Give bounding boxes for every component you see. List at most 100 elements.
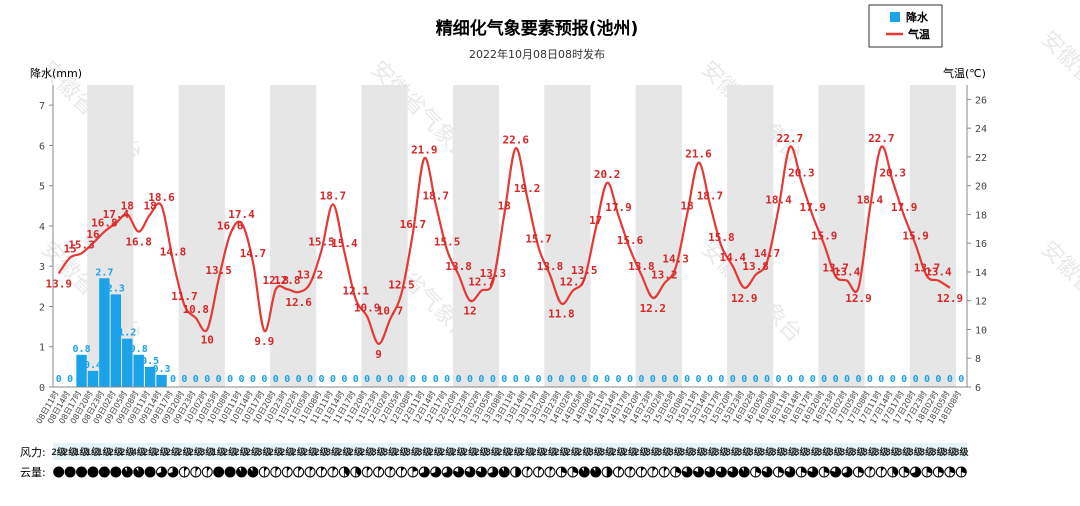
cloud-fill [755, 467, 761, 474]
temp-value-label: 16.7 [400, 218, 427, 231]
rain-value-label: 0 [764, 374, 770, 385]
night-band [281, 85, 294, 387]
rain-bars [76, 278, 167, 387]
temp-value-label: 13.8 [537, 260, 564, 273]
cloud-row-title: 云量: [20, 466, 46, 479]
night-band [395, 85, 408, 387]
temp-labels: 13.91515.31616.817.41816.81818.614.811.7… [45, 132, 963, 361]
y-left-tick: 2 [39, 302, 45, 313]
night-band [921, 85, 934, 387]
cloud-fill [538, 467, 542, 472]
temp-value-label: 13.2 [651, 268, 678, 281]
wind-level: 2级 [634, 446, 649, 458]
temp-value-label: 16 [86, 228, 100, 241]
rain-value-label: 0 [581, 374, 587, 385]
cloud-fill [184, 467, 188, 472]
night-band [818, 85, 831, 387]
rain-value-label: 0 [833, 374, 839, 385]
rain-bar [99, 278, 110, 387]
y-left-tick: 0 [39, 383, 45, 394]
wind-level: 1级 [97, 446, 112, 458]
wind-level: 3级 [691, 446, 706, 458]
temp-value-label: 9.9 [254, 335, 274, 348]
rain-value-label: 0 [855, 374, 861, 385]
wind-level: 2级 [531, 446, 546, 458]
rain-bar [144, 366, 156, 387]
wind-level: 2级 [429, 446, 444, 458]
temp-value-label: 12 [463, 305, 476, 318]
temp-value-label: 15.9 [902, 230, 929, 243]
wind-level: 3级 [771, 446, 786, 458]
wind-level: 2级 [223, 446, 238, 458]
rain-value-label: 0 [364, 374, 370, 385]
temp-value-label: 16.8 [91, 217, 118, 230]
temp-value-label: 13.2 [297, 268, 324, 281]
watermark-text: 安徽省气象台 [1036, 27, 1080, 138]
wind-level: 4级 [131, 446, 146, 458]
night-band [841, 85, 854, 387]
rain-value-label: 0 [318, 374, 324, 385]
cloud-fill [641, 467, 645, 472]
cloud-fill [378, 467, 382, 472]
temp-value-label: 21.9 [411, 143, 438, 156]
rain-value-label: 0 [284, 374, 290, 385]
temp-value-label: 22.7 [777, 132, 804, 145]
temp-value-label: 18.7 [697, 189, 724, 202]
temp-value-label: 15.7 [525, 233, 552, 246]
cloud-fill [195, 467, 199, 472]
rain-value-label: 0 [170, 374, 176, 385]
wind-level: 3级 [897, 446, 912, 458]
rain-bar [76, 354, 87, 387]
night-band [658, 85, 671, 387]
cloud-fill [275, 467, 279, 472]
night-band [544, 85, 557, 387]
temp-value-label: 18 [143, 199, 156, 212]
rain-value-label: 0 [524, 374, 530, 385]
temp-value-label: 12.8 [274, 274, 301, 287]
rain-value-label: 0 [604, 374, 610, 385]
legend-rain-swatch [890, 12, 900, 22]
night-band [372, 85, 385, 387]
night-band [647, 85, 660, 387]
cloud-fill [938, 467, 944, 474]
wind-level: 2级 [234, 446, 249, 458]
rain-bar [87, 370, 99, 387]
wind-level: 1级 [74, 446, 89, 458]
cloud-fill [264, 467, 268, 472]
wind-level: 3级 [200, 446, 215, 458]
rain-value-label: 0 [844, 374, 850, 385]
temp-value-label: 14.7 [240, 247, 267, 260]
wind-level: 2级 [143, 446, 158, 458]
rain-value-label: 2.7 [95, 267, 113, 278]
temp-value-label: 22.6 [502, 133, 529, 146]
temp-value-label: 14.4 [720, 251, 747, 264]
rain-bar [122, 338, 133, 387]
wind-level: 2级 [154, 446, 169, 458]
temp-value-label: 19.2 [514, 182, 541, 195]
wind-level: 2级 [291, 446, 306, 458]
wind-level: 2级 [166, 446, 181, 458]
rain-value-label: 0 [867, 374, 873, 385]
night-band [87, 85, 100, 387]
cloud-fill [961, 467, 967, 474]
rain-value-label: 0 [227, 374, 233, 385]
chart-title: 精细化气象要素预报(池州) [436, 18, 639, 39]
y-left-tick: 1 [39, 343, 45, 354]
wind-level: 3级 [726, 446, 741, 458]
cloud-fill [607, 467, 613, 477]
rain-value-label: 0 [775, 374, 781, 385]
rain-value-label: 0 [810, 374, 816, 385]
night-band [555, 85, 568, 387]
wind-level: 3级 [874, 446, 889, 458]
rain-value-label: 1.2 [118, 328, 136, 339]
night-band [669, 85, 682, 387]
night-band [829, 85, 842, 387]
cloud-fill [298, 467, 302, 472]
rain-value-label: 0 [181, 374, 187, 385]
cloud-fill [652, 467, 656, 472]
cloud-fill [949, 467, 955, 474]
wind-level: 3级 [863, 446, 878, 458]
night-band [567, 85, 580, 387]
y-right-tick: 6 [975, 383, 981, 394]
